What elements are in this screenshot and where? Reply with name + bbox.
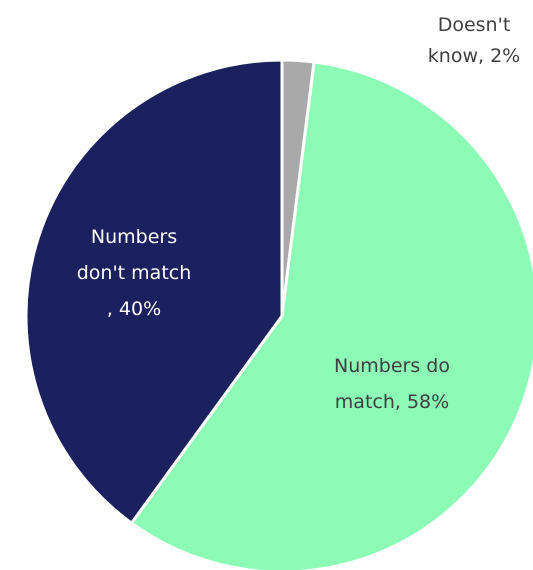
- data-label-doesn-t-know: Doesn't know, 2%: [428, 14, 520, 67]
- data-label-numbers-don-t-match: Numbers don't match, 40%: [77, 226, 192, 320]
- pie-slice-numbers-don-t-match: [24, 58, 284, 525]
- pie-slice-numbers-do-match: [130, 60, 533, 570]
- data-label-numbers-do-match: Numbers do match, 58%: [334, 355, 450, 413]
